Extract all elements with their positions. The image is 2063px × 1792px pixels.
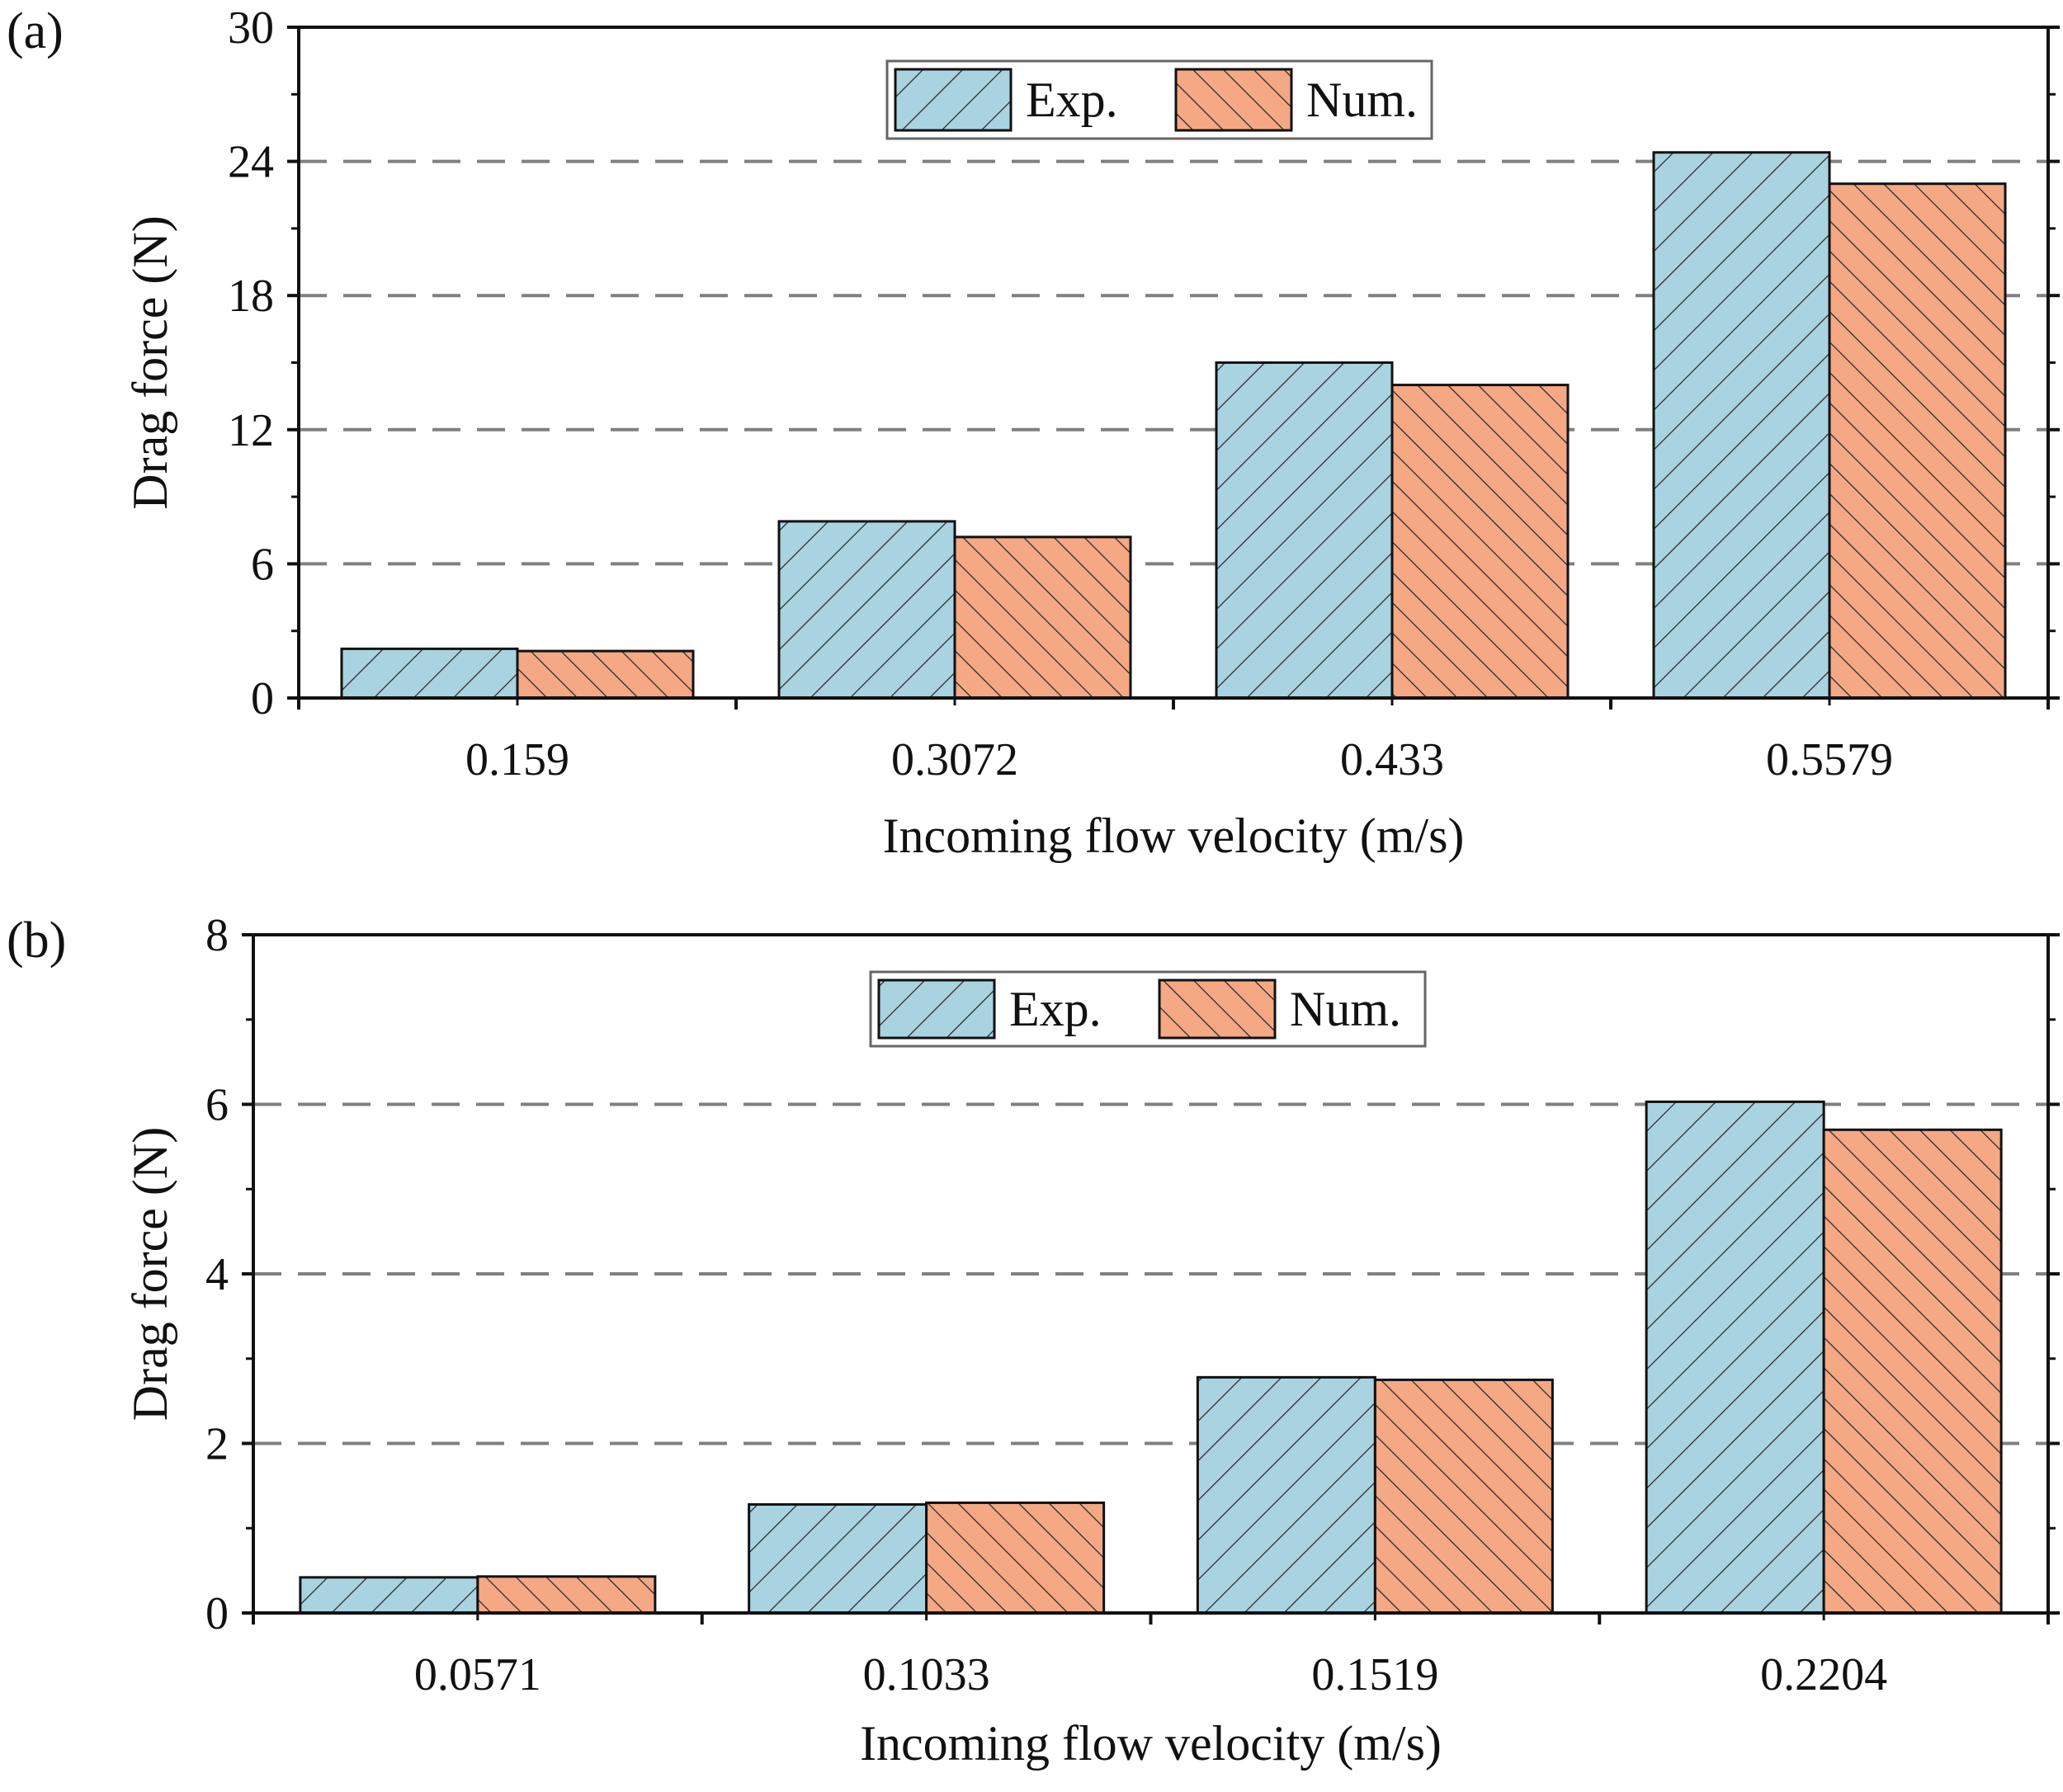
bar-num-0 bbox=[516, 649, 695, 700]
bar-exp-2 bbox=[1196, 1375, 1376, 1615]
panel-b: (b) 0 2 4 6 8 0.0571 0.1033 0.1519 0.2204 Incoming… bbox=[7, 910, 2060, 1771]
bar-exp-0 bbox=[299, 1576, 479, 1615]
legend-label-num: Num. bbox=[1306, 73, 1418, 127]
y-axis-title: Drag force (N) bbox=[123, 1127, 177, 1421]
y-tick-label: 12 bbox=[228, 405, 274, 456]
bar-num-3 bbox=[1828, 182, 2007, 700]
y-tick-label: 24 bbox=[228, 137, 274, 188]
bar-exp-3 bbox=[1645, 1100, 1825, 1615]
bar-num-3 bbox=[1822, 1128, 2003, 1615]
y-tick-label: 4 bbox=[205, 1249, 229, 1300]
x-tick-label: 0.1519 bbox=[1311, 1649, 1438, 1700]
bar-exp-3 bbox=[1652, 151, 1831, 700]
bar-exp-1 bbox=[748, 1502, 928, 1615]
x-tick-label: 0.1033 bbox=[863, 1649, 990, 1700]
y-axis-title: Drag force (N) bbox=[123, 215, 177, 509]
legend-label-num: Num. bbox=[1290, 982, 1401, 1036]
bar-num-0 bbox=[476, 1575, 657, 1615]
x-tick-label: 0.0571 bbox=[414, 1649, 541, 1700]
y-tick-label: 8 bbox=[205, 910, 229, 961]
x-tick-label: 0.159 bbox=[465, 734, 569, 785]
bar-exp-2 bbox=[1215, 361, 1394, 700]
bar-num-2 bbox=[1373, 1378, 1554, 1615]
legend: Exp. Num. bbox=[885, 59, 1433, 140]
legend-swatch-exp bbox=[877, 979, 996, 1040]
x-tick-label: 0.5579 bbox=[1766, 734, 1893, 785]
y-tick-label: 18 bbox=[228, 271, 274, 322]
bar-exp-0 bbox=[340, 647, 519, 700]
x-tick-label: 0.3072 bbox=[891, 734, 1018, 785]
bar-num-1 bbox=[925, 1501, 1106, 1615]
y-tick-label: 6 bbox=[251, 539, 274, 590]
panel-label: (b) bbox=[7, 913, 66, 969]
y-tick-label: 30 bbox=[228, 2, 274, 54]
legend-label-exp: Exp. bbox=[1009, 982, 1102, 1036]
x-tick-label: 0.2204 bbox=[1760, 1649, 1887, 1700]
bar-exp-1 bbox=[777, 520, 956, 700]
x-axis-title: Incoming flow velocity (m/s) bbox=[883, 809, 1465, 863]
legend-swatch-num bbox=[1158, 979, 1277, 1040]
y-tick-label: 0 bbox=[205, 1588, 229, 1639]
legend: Exp. Num. bbox=[869, 970, 1427, 1048]
y-tick-label: 0 bbox=[251, 673, 274, 724]
y-tick-label: 6 bbox=[205, 1080, 229, 1131]
panel-a: (a) 0 6 12 18 24 30 0.159 0.3072 0.433 0.5579 Incom… bbox=[7, 2, 2060, 863]
legend-swatch-num bbox=[1174, 68, 1293, 132]
y-tick-label: 2 bbox=[205, 1419, 229, 1470]
bar-num-2 bbox=[1390, 384, 1570, 700]
panel-label: (a) bbox=[7, 3, 64, 59]
bar-num-1 bbox=[953, 535, 1132, 700]
x-tick-label: 0.433 bbox=[1340, 734, 1444, 785]
x-axis-title: Incoming flow velocity (m/s) bbox=[860, 1716, 1442, 1771]
legend-label-exp: Exp. bbox=[1026, 73, 1118, 127]
legend-swatch-exp bbox=[894, 68, 1013, 132]
